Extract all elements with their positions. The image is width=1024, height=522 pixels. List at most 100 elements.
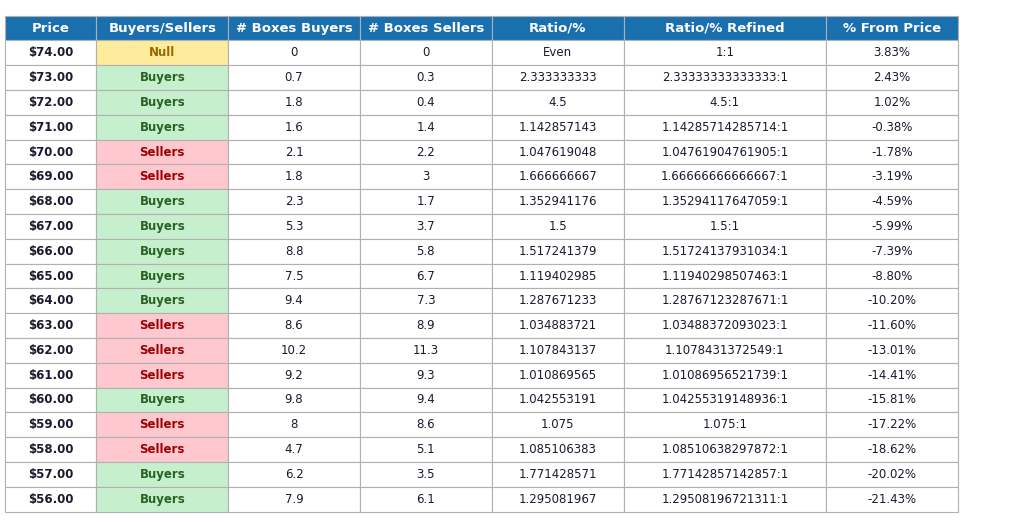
FancyBboxPatch shape: [492, 16, 624, 41]
Text: 8.6: 8.6: [285, 319, 303, 332]
FancyBboxPatch shape: [5, 41, 96, 65]
Text: 1.010869565: 1.010869565: [518, 369, 597, 382]
Text: 9.3: 9.3: [417, 369, 435, 382]
FancyBboxPatch shape: [228, 90, 360, 115]
Text: 3.83%: 3.83%: [873, 46, 910, 60]
FancyBboxPatch shape: [492, 164, 624, 189]
Text: $74.00: $74.00: [28, 46, 74, 60]
FancyBboxPatch shape: [826, 338, 958, 363]
Text: 2.43%: 2.43%: [873, 71, 910, 84]
FancyBboxPatch shape: [624, 115, 826, 140]
FancyBboxPatch shape: [492, 41, 624, 65]
FancyBboxPatch shape: [228, 437, 360, 462]
Text: 1.08510638297872:1: 1.08510638297872:1: [662, 443, 788, 456]
Text: Buyers: Buyers: [139, 493, 185, 506]
Text: 1.075:1: 1.075:1: [702, 418, 748, 431]
FancyBboxPatch shape: [5, 65, 96, 90]
Text: 6.1: 6.1: [417, 493, 435, 506]
FancyBboxPatch shape: [96, 239, 228, 264]
Text: Null: Null: [150, 46, 175, 60]
FancyBboxPatch shape: [96, 164, 228, 189]
FancyBboxPatch shape: [5, 239, 96, 264]
FancyBboxPatch shape: [228, 189, 360, 214]
FancyBboxPatch shape: [492, 388, 624, 412]
Text: 5.3: 5.3: [285, 220, 303, 233]
Text: 8.9: 8.9: [417, 319, 435, 332]
Text: Buyers: Buyers: [139, 121, 185, 134]
FancyBboxPatch shape: [360, 264, 492, 288]
FancyBboxPatch shape: [5, 338, 96, 363]
FancyBboxPatch shape: [826, 214, 958, 239]
Text: -20.02%: -20.02%: [867, 468, 916, 481]
FancyBboxPatch shape: [826, 16, 958, 41]
FancyBboxPatch shape: [624, 313, 826, 338]
FancyBboxPatch shape: [826, 115, 958, 140]
Text: $58.00: $58.00: [28, 443, 74, 456]
Text: # Boxes Buyers: # Boxes Buyers: [236, 21, 352, 34]
FancyBboxPatch shape: [360, 289, 492, 313]
FancyBboxPatch shape: [228, 412, 360, 437]
Text: -0.38%: -0.38%: [871, 121, 912, 134]
Text: 5.8: 5.8: [417, 245, 435, 258]
Text: 1.042553191: 1.042553191: [518, 394, 597, 407]
Text: -4.59%: -4.59%: [871, 195, 913, 208]
FancyBboxPatch shape: [96, 65, 228, 90]
FancyBboxPatch shape: [5, 214, 96, 239]
FancyBboxPatch shape: [624, 388, 826, 412]
Text: $57.00: $57.00: [28, 468, 74, 481]
Text: -8.80%: -8.80%: [871, 269, 912, 282]
Text: 10.2: 10.2: [281, 344, 307, 357]
Text: $70.00: $70.00: [28, 146, 74, 159]
Text: Sellers: Sellers: [139, 443, 185, 456]
FancyBboxPatch shape: [492, 115, 624, 140]
FancyBboxPatch shape: [228, 239, 360, 264]
Text: Ratio/%: Ratio/%: [529, 21, 587, 34]
Text: 2.3: 2.3: [285, 195, 303, 208]
Text: 1:1: 1:1: [716, 46, 734, 60]
Text: 11.3: 11.3: [413, 344, 439, 357]
FancyBboxPatch shape: [826, 363, 958, 388]
FancyBboxPatch shape: [96, 313, 228, 338]
Text: -7.39%: -7.39%: [871, 245, 913, 258]
FancyBboxPatch shape: [826, 437, 958, 462]
FancyBboxPatch shape: [360, 239, 492, 264]
Text: 0: 0: [291, 46, 298, 60]
Text: $65.00: $65.00: [28, 269, 74, 282]
FancyBboxPatch shape: [5, 189, 96, 214]
Text: 1.047619048: 1.047619048: [518, 146, 597, 159]
FancyBboxPatch shape: [826, 462, 958, 487]
Text: 7.3: 7.3: [417, 294, 435, 307]
FancyBboxPatch shape: [5, 462, 96, 487]
FancyBboxPatch shape: [5, 412, 96, 437]
Text: # Boxes Sellers: # Boxes Sellers: [368, 21, 484, 34]
FancyBboxPatch shape: [5, 264, 96, 288]
Text: 4.7: 4.7: [285, 443, 303, 456]
Text: 5.1: 5.1: [417, 443, 435, 456]
Text: 2.33333333333333:1: 2.33333333333333:1: [662, 71, 787, 84]
Text: 9.2: 9.2: [285, 369, 303, 382]
Text: 0.3: 0.3: [417, 71, 435, 84]
FancyBboxPatch shape: [624, 41, 826, 65]
Text: 1.5: 1.5: [548, 220, 567, 233]
Text: 6.2: 6.2: [285, 468, 303, 481]
Text: Sellers: Sellers: [139, 170, 185, 183]
FancyBboxPatch shape: [5, 313, 96, 338]
FancyBboxPatch shape: [96, 264, 228, 288]
Text: $66.00: $66.00: [28, 245, 74, 258]
Text: 1.352941176: 1.352941176: [518, 195, 597, 208]
Text: 1.107843137: 1.107843137: [518, 344, 597, 357]
Text: 3.7: 3.7: [417, 220, 435, 233]
Text: 1.14285714285714:1: 1.14285714285714:1: [662, 121, 788, 134]
Text: 1.295081967: 1.295081967: [518, 493, 597, 506]
FancyBboxPatch shape: [492, 90, 624, 115]
FancyBboxPatch shape: [492, 65, 624, 90]
FancyBboxPatch shape: [360, 115, 492, 140]
Text: 6.7: 6.7: [417, 269, 435, 282]
Text: -15.81%: -15.81%: [867, 394, 916, 407]
FancyBboxPatch shape: [826, 412, 958, 437]
Text: 1.11940298507463:1: 1.11940298507463:1: [662, 269, 788, 282]
Text: Buyers: Buyers: [139, 195, 185, 208]
Text: 1.8: 1.8: [285, 170, 303, 183]
FancyBboxPatch shape: [228, 487, 360, 512]
FancyBboxPatch shape: [96, 388, 228, 412]
